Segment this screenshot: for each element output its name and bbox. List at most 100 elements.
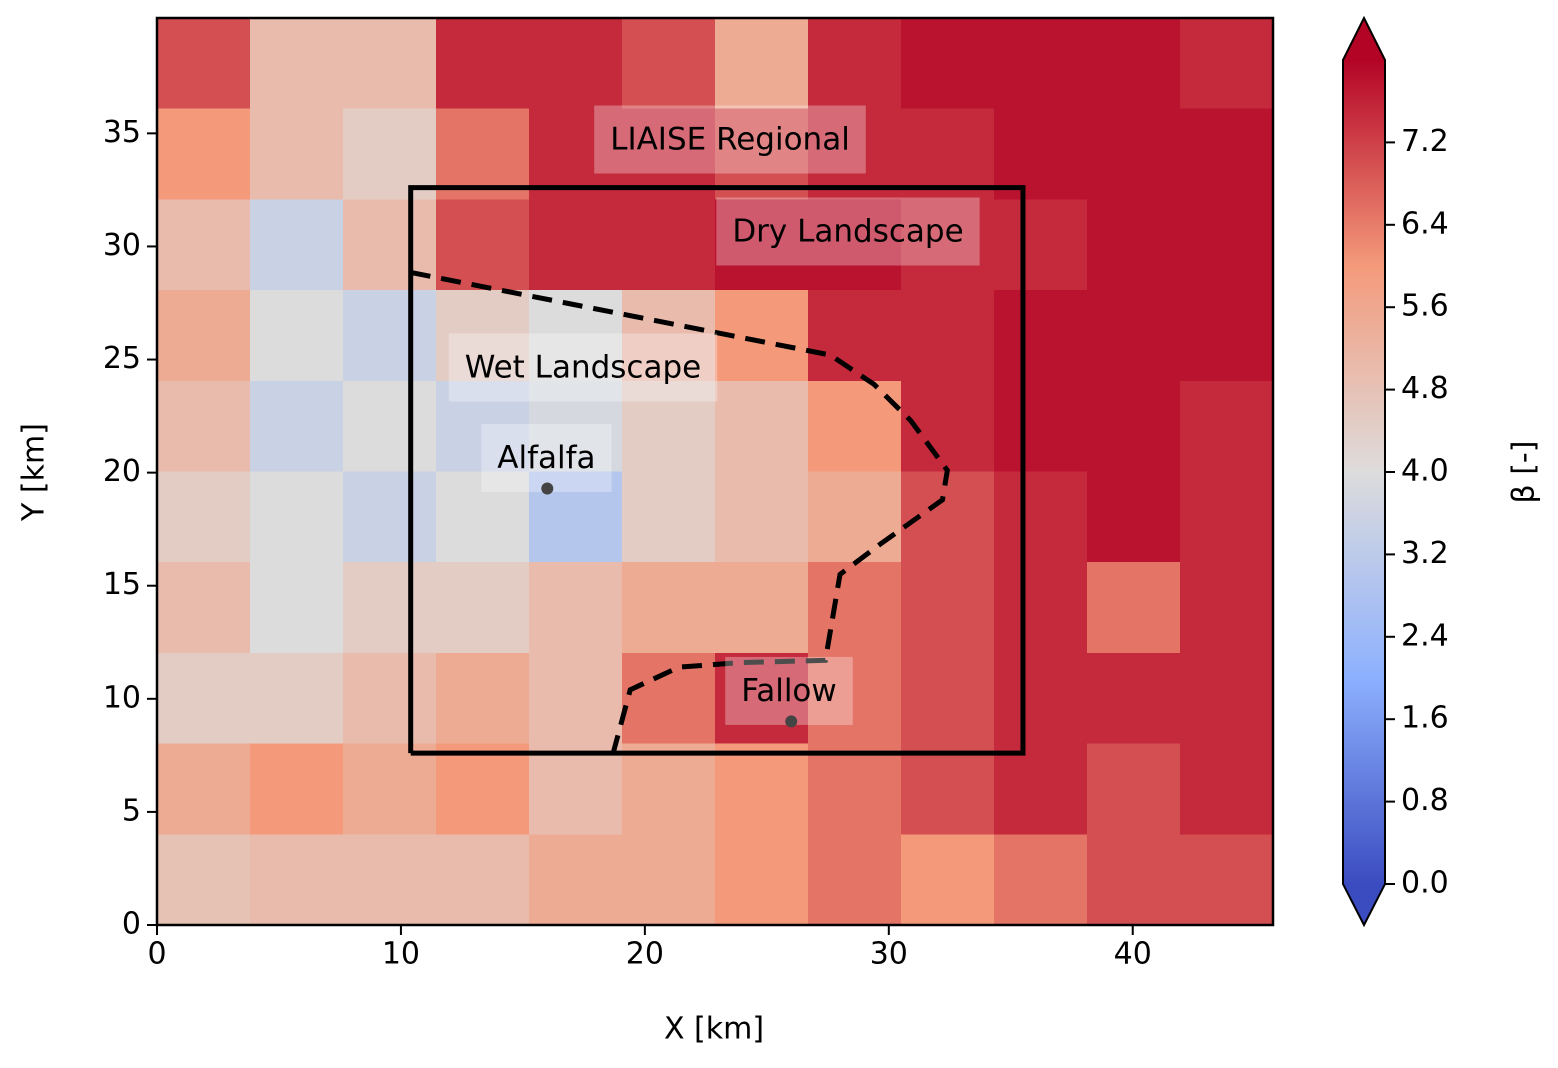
heatmap-cell bbox=[622, 834, 716, 925]
heatmap-cell bbox=[1180, 562, 1273, 654]
heatmap-cell bbox=[157, 199, 251, 291]
colorbar-extend-max bbox=[1343, 18, 1385, 60]
heatmap-cell bbox=[901, 834, 995, 925]
heatmap-cell bbox=[436, 652, 530, 745]
heatmap-cell bbox=[1087, 743, 1181, 835]
axes-frame bbox=[155, 16, 1275, 927]
dry-landscape-box bbox=[408, 185, 1026, 756]
heatmap-cell bbox=[808, 562, 902, 654]
heatmap-cell bbox=[1087, 108, 1181, 200]
heatmap-cell bbox=[715, 199, 809, 291]
heatmap-cell bbox=[157, 652, 251, 745]
heatmap-cell bbox=[436, 834, 530, 925]
y-tick-label: 5 bbox=[122, 793, 141, 828]
heatmap-cell bbox=[250, 834, 344, 925]
annotation-background bbox=[725, 656, 853, 725]
heatmap-cell bbox=[808, 199, 902, 291]
heatmap-cell bbox=[715, 834, 809, 925]
colorbar-tick-label: 7.2 bbox=[1401, 124, 1449, 159]
y-tick-label: 0 bbox=[122, 907, 141, 942]
heatmap-cell bbox=[808, 18, 902, 110]
heatmap-cell bbox=[622, 562, 716, 654]
heatmap-cell bbox=[715, 108, 809, 200]
heatmap-cell bbox=[529, 834, 623, 925]
x-tick-label: 0 bbox=[147, 937, 166, 972]
heatmap-cell bbox=[715, 471, 809, 563]
heatmap-cell bbox=[901, 199, 995, 291]
colorbar-tick-label: 6.4 bbox=[1401, 206, 1449, 241]
heatmap-cell bbox=[157, 290, 251, 382]
y-tick-label: 15 bbox=[103, 567, 141, 602]
x-tick-label: 40 bbox=[1114, 937, 1152, 972]
heatmap-cell bbox=[622, 471, 716, 563]
site-label: Fallow bbox=[741, 673, 837, 709]
heatmap-cell bbox=[808, 834, 902, 925]
site-point bbox=[541, 482, 554, 495]
colorbar-extend-min bbox=[1343, 884, 1385, 925]
heatmap-cell bbox=[157, 380, 251, 472]
heatmap-cell bbox=[1180, 108, 1273, 200]
heatmap-cell bbox=[715, 652, 809, 745]
annotation-background bbox=[716, 197, 980, 266]
heatmap-cell bbox=[1180, 199, 1273, 291]
heatmap-cell bbox=[994, 652, 1088, 745]
heatmap-cell bbox=[808, 290, 902, 382]
colorbar-tick-label: 1.6 bbox=[1401, 701, 1449, 736]
heatmap-cell bbox=[343, 471, 437, 563]
heatmap-cell bbox=[1180, 743, 1273, 835]
colorbar-tick-label: 2.4 bbox=[1401, 618, 1449, 653]
heatmap-cell bbox=[157, 108, 251, 200]
heatmap-cell bbox=[436, 290, 530, 382]
heatmap-cell bbox=[994, 471, 1088, 563]
heatmap-cell bbox=[901, 18, 995, 110]
heatmap-cell bbox=[1087, 652, 1181, 745]
colorbar-tick-label: 0.8 bbox=[1401, 783, 1449, 818]
colorbar-tick-label: 4.0 bbox=[1401, 454, 1449, 489]
heatmap-cell bbox=[808, 471, 902, 563]
colorbar-tick-label: 0.0 bbox=[1401, 866, 1449, 901]
colorbar-tick-label: 5.6 bbox=[1401, 289, 1449, 324]
heatmap-cell bbox=[1180, 18, 1273, 110]
heatmap-cell bbox=[901, 562, 995, 654]
heatmap-cell bbox=[994, 108, 1088, 200]
heatmap-cell bbox=[157, 743, 251, 835]
heatmap-cell bbox=[901, 652, 995, 745]
heatmap-cell bbox=[715, 380, 809, 472]
plot-area bbox=[157, 18, 1273, 925]
heatmap-cell bbox=[157, 18, 251, 110]
heatmap-cell bbox=[250, 380, 344, 472]
heatmap-cell bbox=[250, 743, 344, 835]
heatmap-cell bbox=[436, 562, 530, 654]
heatmap-cell bbox=[529, 108, 623, 200]
heatmap-cell bbox=[1180, 652, 1273, 745]
heatmap-cell bbox=[250, 562, 344, 654]
heatmap-cell bbox=[529, 199, 623, 291]
y-tick-label: 25 bbox=[103, 341, 141, 376]
heatmap-cell bbox=[1087, 834, 1181, 925]
heatmap-cell bbox=[529, 380, 623, 472]
heatmap-cell bbox=[622, 199, 716, 291]
x-axis-label: X [km] bbox=[664, 1012, 764, 1047]
x-tick-label: 30 bbox=[870, 937, 908, 972]
heatmap-cell bbox=[715, 18, 809, 110]
heatmap-cell bbox=[1180, 471, 1273, 563]
heatmap-cell bbox=[1180, 834, 1273, 925]
heatmap-cell bbox=[994, 290, 1088, 382]
region-annotation: Dry Landscape bbox=[732, 214, 963, 250]
colorbar-tick-label: 4.8 bbox=[1401, 371, 1449, 406]
y-tick-label: 20 bbox=[103, 454, 141, 489]
heatmap-cell bbox=[901, 743, 995, 835]
y-tick-label: 10 bbox=[103, 680, 141, 715]
heatmap-cell bbox=[1087, 380, 1181, 472]
heatmap-cell bbox=[529, 18, 623, 110]
heatmap-cell bbox=[250, 290, 344, 382]
heatmap-cell bbox=[808, 652, 902, 745]
heatmap-cell bbox=[994, 380, 1088, 472]
heatmap-cell bbox=[250, 108, 344, 200]
heatmap-cell bbox=[436, 471, 530, 563]
colorbar-label: β [-] bbox=[1507, 441, 1542, 504]
heatmap-cell bbox=[343, 18, 437, 110]
heatmap-cell bbox=[157, 562, 251, 654]
heatmap-cell bbox=[715, 562, 809, 654]
heatmap-cell bbox=[1087, 562, 1181, 654]
